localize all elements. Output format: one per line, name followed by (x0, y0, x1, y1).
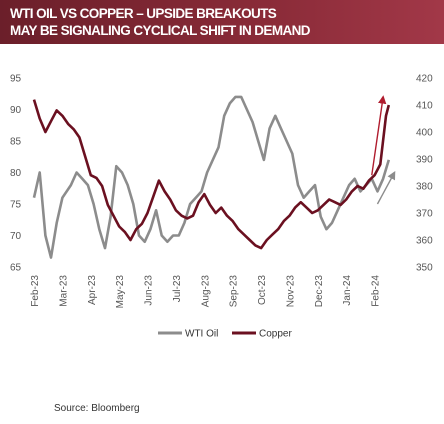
y-right-tick-label: 400 (416, 128, 433, 139)
wti-oil-legend-label: WTI Oil (185, 329, 218, 340)
y-left-tick-label: 80 (10, 168, 22, 179)
x-tick-label: Jan-24 (342, 275, 353, 306)
y-left-tick-label: 90 (10, 105, 22, 116)
chart-title-line-2: MAY BE SIGNALING CYCLICAL SHIFT IN DEMAN… (10, 23, 311, 38)
x-tick-label: Feb-24 (371, 275, 382, 307)
y-right-tick-label: 360 (416, 236, 433, 247)
x-tick-label: Mar-23 (58, 275, 69, 307)
x-tick-label: Sep-23 (229, 275, 240, 308)
title-banner: WTI OIL VS COPPER – UPSIDE BREAKOUTS MAY… (0, 0, 444, 44)
copper-legend-label: Copper (259, 329, 292, 340)
x-tick-label: Nov-23 (285, 275, 296, 308)
oil-breakout-arrow (376, 171, 396, 205)
wti-oil-series-line (32, 95, 391, 259)
y-right-tick-label: 380 (416, 182, 433, 193)
y-right-tick-label: 390 (416, 155, 433, 166)
y-left-tick-label: 70 (10, 231, 22, 242)
source-note: Source: Bloomberg (54, 403, 140, 414)
copper-breakout-arrow (371, 95, 387, 176)
x-tick-label: Oct-23 (257, 275, 268, 305)
y-left-tick-label: 95 (10, 74, 22, 85)
y-right-tick-label: 420 (416, 74, 433, 85)
x-tick-label: Feb-23 (30, 275, 41, 307)
y-left-tick-label: 65 (10, 263, 22, 274)
y-left-tick-label: 75 (10, 200, 22, 211)
copper-series-line (32, 99, 391, 250)
chart-area: 65 70 75 80 85 90 95 350 360 370 380 390 400 410 420 Fe… (10, 74, 433, 340)
chart-title-line-1: WTI OIL VS COPPER – UPSIDE BREAKOUTS (10, 6, 277, 21)
x-tick-label: Jun-23 (144, 275, 155, 306)
x-tick-label: Apr-23 (87, 275, 98, 305)
y-right-tick-label: 370 (416, 209, 433, 220)
x-tick-label: Aug-23 (200, 275, 211, 308)
x-tick-label: Jul-23 (172, 275, 183, 303)
x-tick-label: Dec-23 (314, 275, 325, 308)
y-right-tick-label: 350 (416, 263, 433, 274)
x-tick-label: May-23 (115, 275, 126, 309)
y-left-tick-label: 85 (10, 137, 22, 148)
y-right-tick-label: 410 (416, 101, 433, 112)
